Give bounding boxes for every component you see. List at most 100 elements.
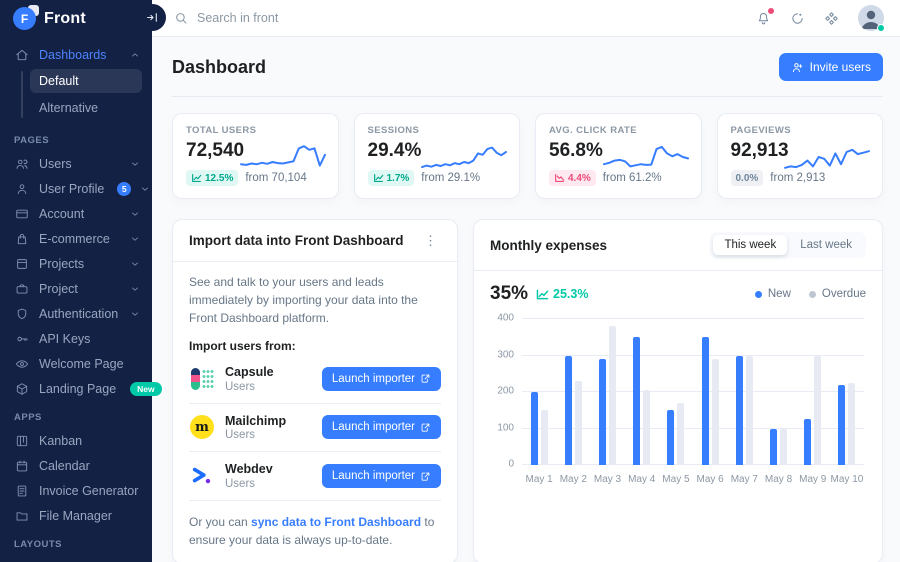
calendar-icon — [16, 460, 28, 471]
capsule-icon — [189, 366, 215, 392]
sidebar-item-invoice-generator[interactable]: Invoice Generator — [0, 478, 152, 503]
chevron-down-icon — [130, 309, 140, 319]
sidebar-item-projects[interactable]: Projects — [0, 251, 152, 276]
y-tick-400: 400 — [497, 312, 514, 324]
notifications-button[interactable] — [756, 7, 774, 26]
launch-importer-button-webdev[interactable]: Launch importer — [321, 464, 441, 489]
key-icon — [14, 331, 30, 347]
stat-footer: 4.4% from 61.2% — [549, 170, 688, 186]
x-tick-may-5: May 5 — [662, 474, 690, 485]
stat-footer: 12.5% from 70,104 — [186, 170, 325, 186]
bar-new-may-5 — [667, 410, 675, 465]
sparkline-chart — [784, 148, 870, 169]
chevron-down-icon — [132, 312, 138, 316]
sync-data-link[interactable]: sync data to Front Dashboard — [251, 514, 422, 529]
chevron-down-icon — [132, 237, 138, 241]
toggle-this-week[interactable]: This week — [713, 235, 788, 255]
apps-launcher-button[interactable] — [824, 11, 839, 26]
stat-label: AVG. CLICK RATE — [549, 125, 637, 136]
sidebar-item-dashboards[interactable]: Dashboards — [0, 42, 152, 67]
online-status-dot — [877, 24, 885, 32]
bar-overdue-may-9 — [814, 355, 822, 465]
global-search-input[interactable] — [197, 11, 747, 25]
bar-group-may-9 — [796, 319, 830, 465]
shield-icon — [14, 306, 30, 322]
bar-overdue-may-2 — [574, 381, 582, 465]
sidebar-item-api-keys[interactable]: API Keys — [0, 326, 152, 351]
sidebar-item-landing-page[interactable]: Landing Page New — [0, 376, 162, 401]
import-source-row-mailchimp: m Mailchimp Users Launch importer — [189, 404, 441, 453]
stat-label: TOTAL USERS — [186, 125, 257, 136]
user-avatar[interactable] — [858, 5, 885, 32]
chevron-down-icon — [130, 284, 140, 294]
invite-users-button[interactable]: Invite users — [778, 53, 883, 81]
launch-importer-button-capsule[interactable]: Launch importer — [321, 366, 441, 391]
sidebar-item-kanban[interactable]: Kanban — [0, 428, 152, 453]
collapse-arrow-icon — [147, 13, 157, 22]
toggle-last-week[interactable]: Last week — [789, 235, 863, 255]
sidebar-collapse-button[interactable] — [139, 4, 166, 31]
sidebar: F Front Dashboards Default Alternative PAGE… — [0, 0, 166, 562]
nav-heading-layouts: LAYOUTS — [14, 539, 63, 550]
sidebar-item-calendar[interactable]: Calendar — [0, 453, 152, 478]
change-badge: 0.0% — [730, 170, 764, 186]
expenses-card-header: Monthly expenses This week Last week — [474, 220, 882, 271]
sidebar-item-layouts[interactable]: Layouts — [0, 555, 152, 562]
invite-users-label: Invite users — [809, 60, 871, 74]
bar-overdue-may-4 — [643, 390, 651, 465]
expenses-delta: 25.3% — [536, 287, 588, 301]
sidebar-item-account[interactable]: Account — [0, 201, 152, 226]
legend-item-overdue[interactable]: Overdue — [808, 288, 866, 300]
source-subtitle: Users — [225, 477, 256, 490]
apps-grid-icon — [825, 11, 838, 25]
import-footer-suffix: to ensure your data is always up-to-date… — [189, 514, 435, 548]
sidebar-nav: Dashboards Default Alternative PAGES Users Us… — [0, 37, 162, 562]
y-tick-100: 100 — [497, 422, 514, 433]
bar-new-may-6 — [701, 337, 709, 465]
external-link-icon — [421, 472, 430, 481]
chevron-down-icon — [132, 162, 138, 166]
import-source-row-webdev: Webdev Users Launch importer — [189, 452, 441, 501]
sidebar-item-e-commerce[interactable]: E-commerce — [0, 226, 152, 251]
legend-dot — [808, 290, 816, 298]
user-icon — [17, 183, 27, 194]
sparkline-chart — [239, 145, 326, 167]
bar-group-may-3 — [590, 319, 624, 465]
sidebar-subitem-alternative[interactable]: Alternative — [39, 101, 99, 115]
sidebar-item-welcome-page[interactable]: Welcome Page — [0, 351, 152, 376]
gridline-0: 0 — [508, 459, 864, 470]
chart-plot-area: 400 300 200 100 0 — [497, 313, 864, 470]
sidebar-item-label: Account — [39, 206, 85, 221]
sidebar-item-file-manager[interactable]: File Manager — [0, 503, 152, 528]
import-description: See and talk to your users and leads imm… — [189, 275, 418, 325]
stat-card-sessions: SESSIONS 29.4% 1.7% from 29.1% — [353, 113, 520, 199]
sidebar-item-project[interactable]: Project — [0, 276, 152, 301]
sidebar-item-users[interactable]: Users — [0, 151, 152, 176]
bar-overdue-may-5 — [677, 402, 685, 465]
legend-item-new[interactable]: New — [754, 288, 791, 300]
stat-card-total-users: TOTAL USERS 72,540 12.5% from 70,104 — [172, 113, 339, 199]
chevron-down-icon — [132, 287, 138, 291]
x-tick-may-9: May 9 — [799, 474, 827, 485]
source-name: Mailchimp — [225, 413, 287, 428]
launch-importer-button-mailchimp[interactable]: Launch importer — [321, 415, 441, 440]
home-icon — [16, 49, 28, 60]
activity-button[interactable] — [790, 11, 805, 26]
bar-group-may-2 — [556, 319, 590, 465]
sidebar-item-label: Projects — [39, 256, 85, 271]
expenses-summary: 35% 25.3% New Overdue — [490, 283, 866, 305]
chevron-down-icon — [132, 212, 138, 216]
chevron-down-icon — [140, 184, 150, 194]
sidebar-subitem-default[interactable]: Default — [30, 69, 142, 93]
middle-row: Import data into Front Dashboard ⋮ See a… — [172, 219, 883, 562]
invoice-icon — [17, 485, 27, 496]
sidebar-item-user-profile[interactable]: User Profile 5 — [0, 176, 152, 201]
chart-x-axis-labels: May 1 May 2 May 3 May 4 May 5 May 6 May 7 May 8… — [522, 474, 864, 498]
kebab-menu-icon[interactable]: ⋮ — [420, 232, 441, 249]
sidebar-item-authentication[interactable]: Authentication — [0, 301, 152, 326]
sidebar-item-label: Calendar — [39, 458, 90, 473]
y-tick-300: 300 — [497, 349, 514, 360]
page-content: Dashboard Invite users TOTAL USERS 72,540… — [152, 37, 900, 562]
sidebar-item-label: File Manager — [39, 508, 112, 523]
bar-new-may-2 — [564, 355, 572, 465]
